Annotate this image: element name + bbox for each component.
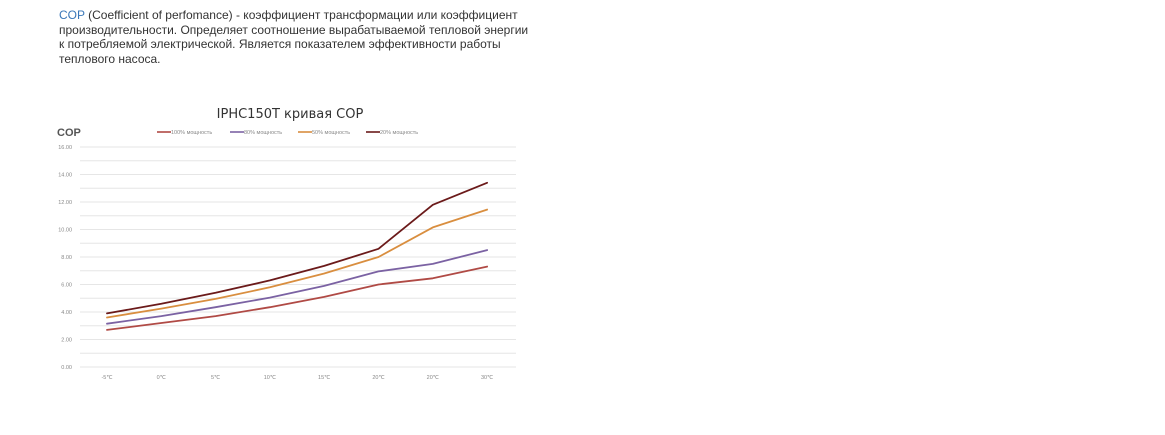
chart-title: IPHC150T кривая COP <box>217 107 364 122</box>
cop-chart: IPHC150T кривая COP COP 100% мощность 80%… <box>50 98 530 390</box>
x-tick-label: -5℃ <box>101 375 113 381</box>
y-tick-label: 2.00 <box>61 338 72 344</box>
cop-description: COP (Coefficient of perfomance) - коэффи… <box>59 8 529 66</box>
x-tick-label: 0℃ <box>157 375 167 381</box>
x-axis-ticks: -5℃ 0℃ 5℃ 10℃ 15℃ 20℃ 20℃ 30℃ <box>101 375 494 381</box>
series-line <box>106 181 489 315</box>
x-tick-label: 10℃ <box>264 375 277 381</box>
x-tick-label: 30℃ <box>481 375 494 381</box>
legend-label: 100% мощность <box>171 130 212 136</box>
y-tick-label: 4.00 <box>61 310 72 316</box>
y-tick-label: 10.00 <box>58 228 72 234</box>
y-tick-label: 12.00 <box>58 200 72 206</box>
y-tick-label: 14.00 <box>58 173 72 179</box>
legend-label: 50% мощность <box>312 130 350 136</box>
x-tick-label: 20℃ <box>372 375 385 381</box>
y-axis-ticks: 0.00 2.00 4.00 6.00 8.00 10.00 12.00 14.00 16.00 <box>58 145 72 371</box>
legend-item: 80% мощность <box>230 130 282 136</box>
legend-label: 20% мощность <box>380 130 418 136</box>
x-tick-label: 15℃ <box>318 375 331 381</box>
chart-legend: 100% мощность 80% мощность 50% мощность 20%… <box>157 130 418 136</box>
cop-chart-svg: IPHC150T кривая COP COP 100% мощность 80%… <box>57 107 516 381</box>
y-tick-label: 16.00 <box>58 145 72 151</box>
x-tick-label: 20℃ <box>427 375 440 381</box>
y-tick-label: 0.00 <box>61 365 72 371</box>
series-line <box>106 208 489 319</box>
y-axis-label: COP <box>57 127 81 139</box>
legend-item: 100% мощность <box>157 130 212 136</box>
cop-term: COP <box>59 8 85 22</box>
chart-series <box>106 181 489 331</box>
cop-description-text: (Coefficient of perfomance) - коэффициен… <box>59 8 529 66</box>
series-line <box>106 249 489 325</box>
y-tick-label: 8.00 <box>61 255 72 261</box>
chart-grid <box>80 146 516 368</box>
x-tick-label: 5℃ <box>211 375 221 381</box>
legend-label: 80% мощность <box>244 130 282 136</box>
legend-item: 20% мощность <box>366 130 418 136</box>
series-line <box>106 265 489 331</box>
y-tick-label: 6.00 <box>61 283 72 289</box>
legend-item: 50% мощность <box>298 130 350 136</box>
